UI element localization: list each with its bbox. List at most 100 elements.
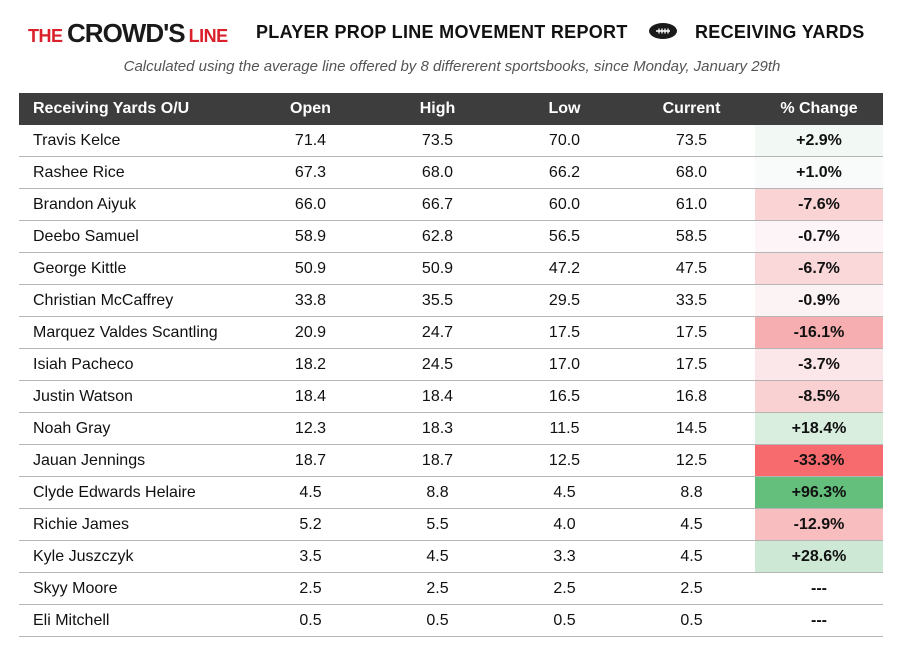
change-value: --- xyxy=(755,572,883,605)
low-value: 29.5 xyxy=(501,284,628,317)
open-value: 4.5 xyxy=(247,476,374,509)
table-row: Brandon Aiyuk 66.0 66.7 60.0 61.0 -7.6% xyxy=(19,188,883,221)
change-value: -0.7% xyxy=(755,220,883,253)
column-header-player: Receiving Yards O/U xyxy=(19,93,247,125)
low-value: 12.5 xyxy=(501,444,628,477)
current-value: 17.5 xyxy=(628,316,755,349)
high-value: 2.5 xyxy=(374,572,501,605)
change-value: -6.7% xyxy=(755,252,883,285)
table-header-row: Receiving Yards O/U Open High Low Curren… xyxy=(19,93,883,125)
line-movement-table: Receiving Yards O/U Open High Low Curren… xyxy=(19,93,883,637)
table-row: Isiah Pacheco 18.2 24.5 17.0 17.5 -3.7% xyxy=(19,348,883,381)
logo-line: LINE xyxy=(188,26,229,46)
low-value: 2.5 xyxy=(501,572,628,605)
table-row: Marquez Valdes Scantling 20.9 24.7 17.5 17.5… xyxy=(19,316,883,349)
high-value: 50.9 xyxy=(374,252,501,285)
change-value: -33.3% xyxy=(755,444,883,477)
table-row: Jauan Jennings 18.7 18.7 12.5 12.5 -33.3% xyxy=(19,444,883,477)
open-value: 18.2 xyxy=(247,348,374,381)
change-value: +18.4% xyxy=(755,412,883,445)
open-value: 3.5 xyxy=(247,540,374,573)
change-value: +28.6% xyxy=(755,540,883,573)
player-name: Clyde Edwards Helaire xyxy=(19,476,247,509)
change-value: -12.9% xyxy=(755,508,883,541)
table-row: Noah Gray 12.3 18.3 11.5 14.5 +18.4% xyxy=(19,412,883,445)
open-value: 71.4 xyxy=(247,125,374,157)
player-name: Rashee Rice xyxy=(19,156,247,189)
change-value: -3.7% xyxy=(755,348,883,381)
current-value: 33.5 xyxy=(628,284,755,317)
category-label: RECEIVING YARDS xyxy=(695,22,865,42)
open-value: 66.0 xyxy=(247,188,374,221)
high-value: 24.7 xyxy=(374,316,501,349)
table-row: Skyy Moore 2.5 2.5 2.5 2.5 --- xyxy=(19,572,883,605)
low-value: 47.2 xyxy=(501,252,628,285)
current-value: 73.5 xyxy=(628,125,755,157)
table-row: Eli Mitchell 0.5 0.5 0.5 0.5 --- xyxy=(19,604,883,637)
player-name: Skyy Moore xyxy=(19,572,247,605)
change-value: -0.9% xyxy=(755,284,883,317)
open-value: 12.3 xyxy=(247,412,374,445)
low-value: 17.0 xyxy=(501,348,628,381)
table-row: Richie James 5.2 5.5 4.0 4.5 -12.9% xyxy=(19,508,883,541)
current-value: 0.5 xyxy=(628,604,755,637)
current-value: 4.5 xyxy=(628,508,755,541)
logo-crowd: CROWD'S xyxy=(67,18,186,48)
low-value: 3.3 xyxy=(501,540,628,573)
high-value: 66.7 xyxy=(374,188,501,221)
open-value: 50.9 xyxy=(247,252,374,285)
open-value: 0.5 xyxy=(247,604,374,637)
player-name: Jauan Jennings xyxy=(19,444,247,477)
open-value: 33.8 xyxy=(247,284,374,317)
open-value: 5.2 xyxy=(247,508,374,541)
low-value: 0.5 xyxy=(501,604,628,637)
player-name: Brandon Aiyuk xyxy=(19,188,247,221)
column-header-low: Low xyxy=(501,93,628,125)
player-name: Eli Mitchell xyxy=(19,604,247,637)
table-row: Kyle Juszczyk 3.5 4.5 3.3 4.5 +28.6% xyxy=(19,540,883,573)
column-header-current: Current xyxy=(628,93,755,125)
high-value: 35.5 xyxy=(374,284,501,317)
player-name: Marquez Valdes Scantling xyxy=(19,316,247,349)
report-title: PLAYER PROP LINE MOVEMENT REPORT xyxy=(256,22,628,42)
player-name: Richie James xyxy=(19,508,247,541)
open-value: 20.9 xyxy=(247,316,374,349)
high-value: 8.8 xyxy=(374,476,501,509)
table-row: Deebo Samuel 58.9 62.8 56.5 58.5 -0.7% xyxy=(19,220,883,253)
current-value: 12.5 xyxy=(628,444,755,477)
low-value: 17.5 xyxy=(501,316,628,349)
table-row: Clyde Edwards Helaire 4.5 8.8 4.5 8.8 +96.3% xyxy=(19,476,883,509)
column-header-change: % Change xyxy=(755,93,883,125)
player-name: Kyle Juszczyk xyxy=(19,540,247,573)
low-value: 60.0 xyxy=(501,188,628,221)
change-value: -8.5% xyxy=(755,380,883,413)
current-value: 68.0 xyxy=(628,156,755,189)
table-row: Travis Kelce 71.4 73.5 70.0 73.5 +2.9% xyxy=(19,125,883,157)
current-value: 8.8 xyxy=(628,476,755,509)
high-value: 4.5 xyxy=(374,540,501,573)
open-value: 67.3 xyxy=(247,156,374,189)
change-value: -16.1% xyxy=(755,316,883,349)
player-name: Travis Kelce xyxy=(19,125,247,157)
low-value: 4.5 xyxy=(501,476,628,509)
current-value: 58.5 xyxy=(628,220,755,253)
open-value: 18.4 xyxy=(247,380,374,413)
table-row: George Kittle 50.9 50.9 47.2 47.5 -6.7% xyxy=(19,252,883,285)
change-value: +2.9% xyxy=(755,125,883,157)
low-value: 4.0 xyxy=(501,508,628,541)
current-value: 2.5 xyxy=(628,572,755,605)
high-value: 24.5 xyxy=(374,348,501,381)
player-name: Noah Gray xyxy=(19,412,247,445)
player-name: Justin Watson xyxy=(19,380,247,413)
current-value: 14.5 xyxy=(628,412,755,445)
low-value: 11.5 xyxy=(501,412,628,445)
change-value: +96.3% xyxy=(755,476,883,509)
high-value: 18.4 xyxy=(374,380,501,413)
player-name: George Kittle xyxy=(19,252,247,285)
logo-the: THE xyxy=(28,26,68,46)
football-icon xyxy=(648,22,678,45)
report-caption: Calculated using the average line offere… xyxy=(123,58,781,75)
column-header-open: Open xyxy=(247,93,374,125)
low-value: 66.2 xyxy=(501,156,628,189)
change-value: -7.6% xyxy=(755,188,883,221)
